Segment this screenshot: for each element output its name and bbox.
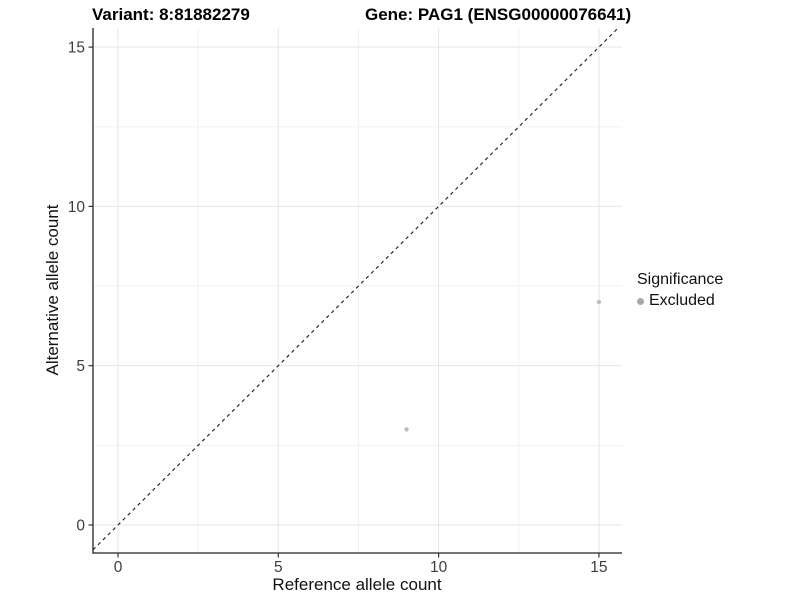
x-tick-label: 5 [274, 559, 283, 576]
x-tick-label: 0 [114, 559, 123, 576]
data-point [596, 299, 602, 305]
x-tick-label: 10 [430, 559, 448, 576]
x-tick-label: 15 [590, 559, 607, 576]
plot-title-variant: Variant: 8:81882279 [92, 5, 250, 24]
y-tick-label: 0 [76, 517, 85, 534]
identity-line [92, 27, 619, 551]
plot-title-gene: Gene: PAG1 (ENSG00000076641) [365, 5, 632, 24]
y-tick-label: 5 [76, 358, 85, 375]
legend-entry-excluded: Excluded [637, 292, 723, 310]
legend: Significance Excluded [637, 271, 723, 310]
legend-entry-label: Excluded [649, 292, 715, 309]
legend-title: Significance [637, 271, 724, 288]
legend-point-icon [637, 297, 644, 305]
y-tick-label: 10 [68, 199, 86, 216]
y-tick-label: 15 [68, 40, 85, 57]
y-axis-title: Alternative allele count [43, 204, 62, 376]
x-axis-title: Reference allele count [272, 575, 442, 594]
data-point [404, 427, 409, 432]
